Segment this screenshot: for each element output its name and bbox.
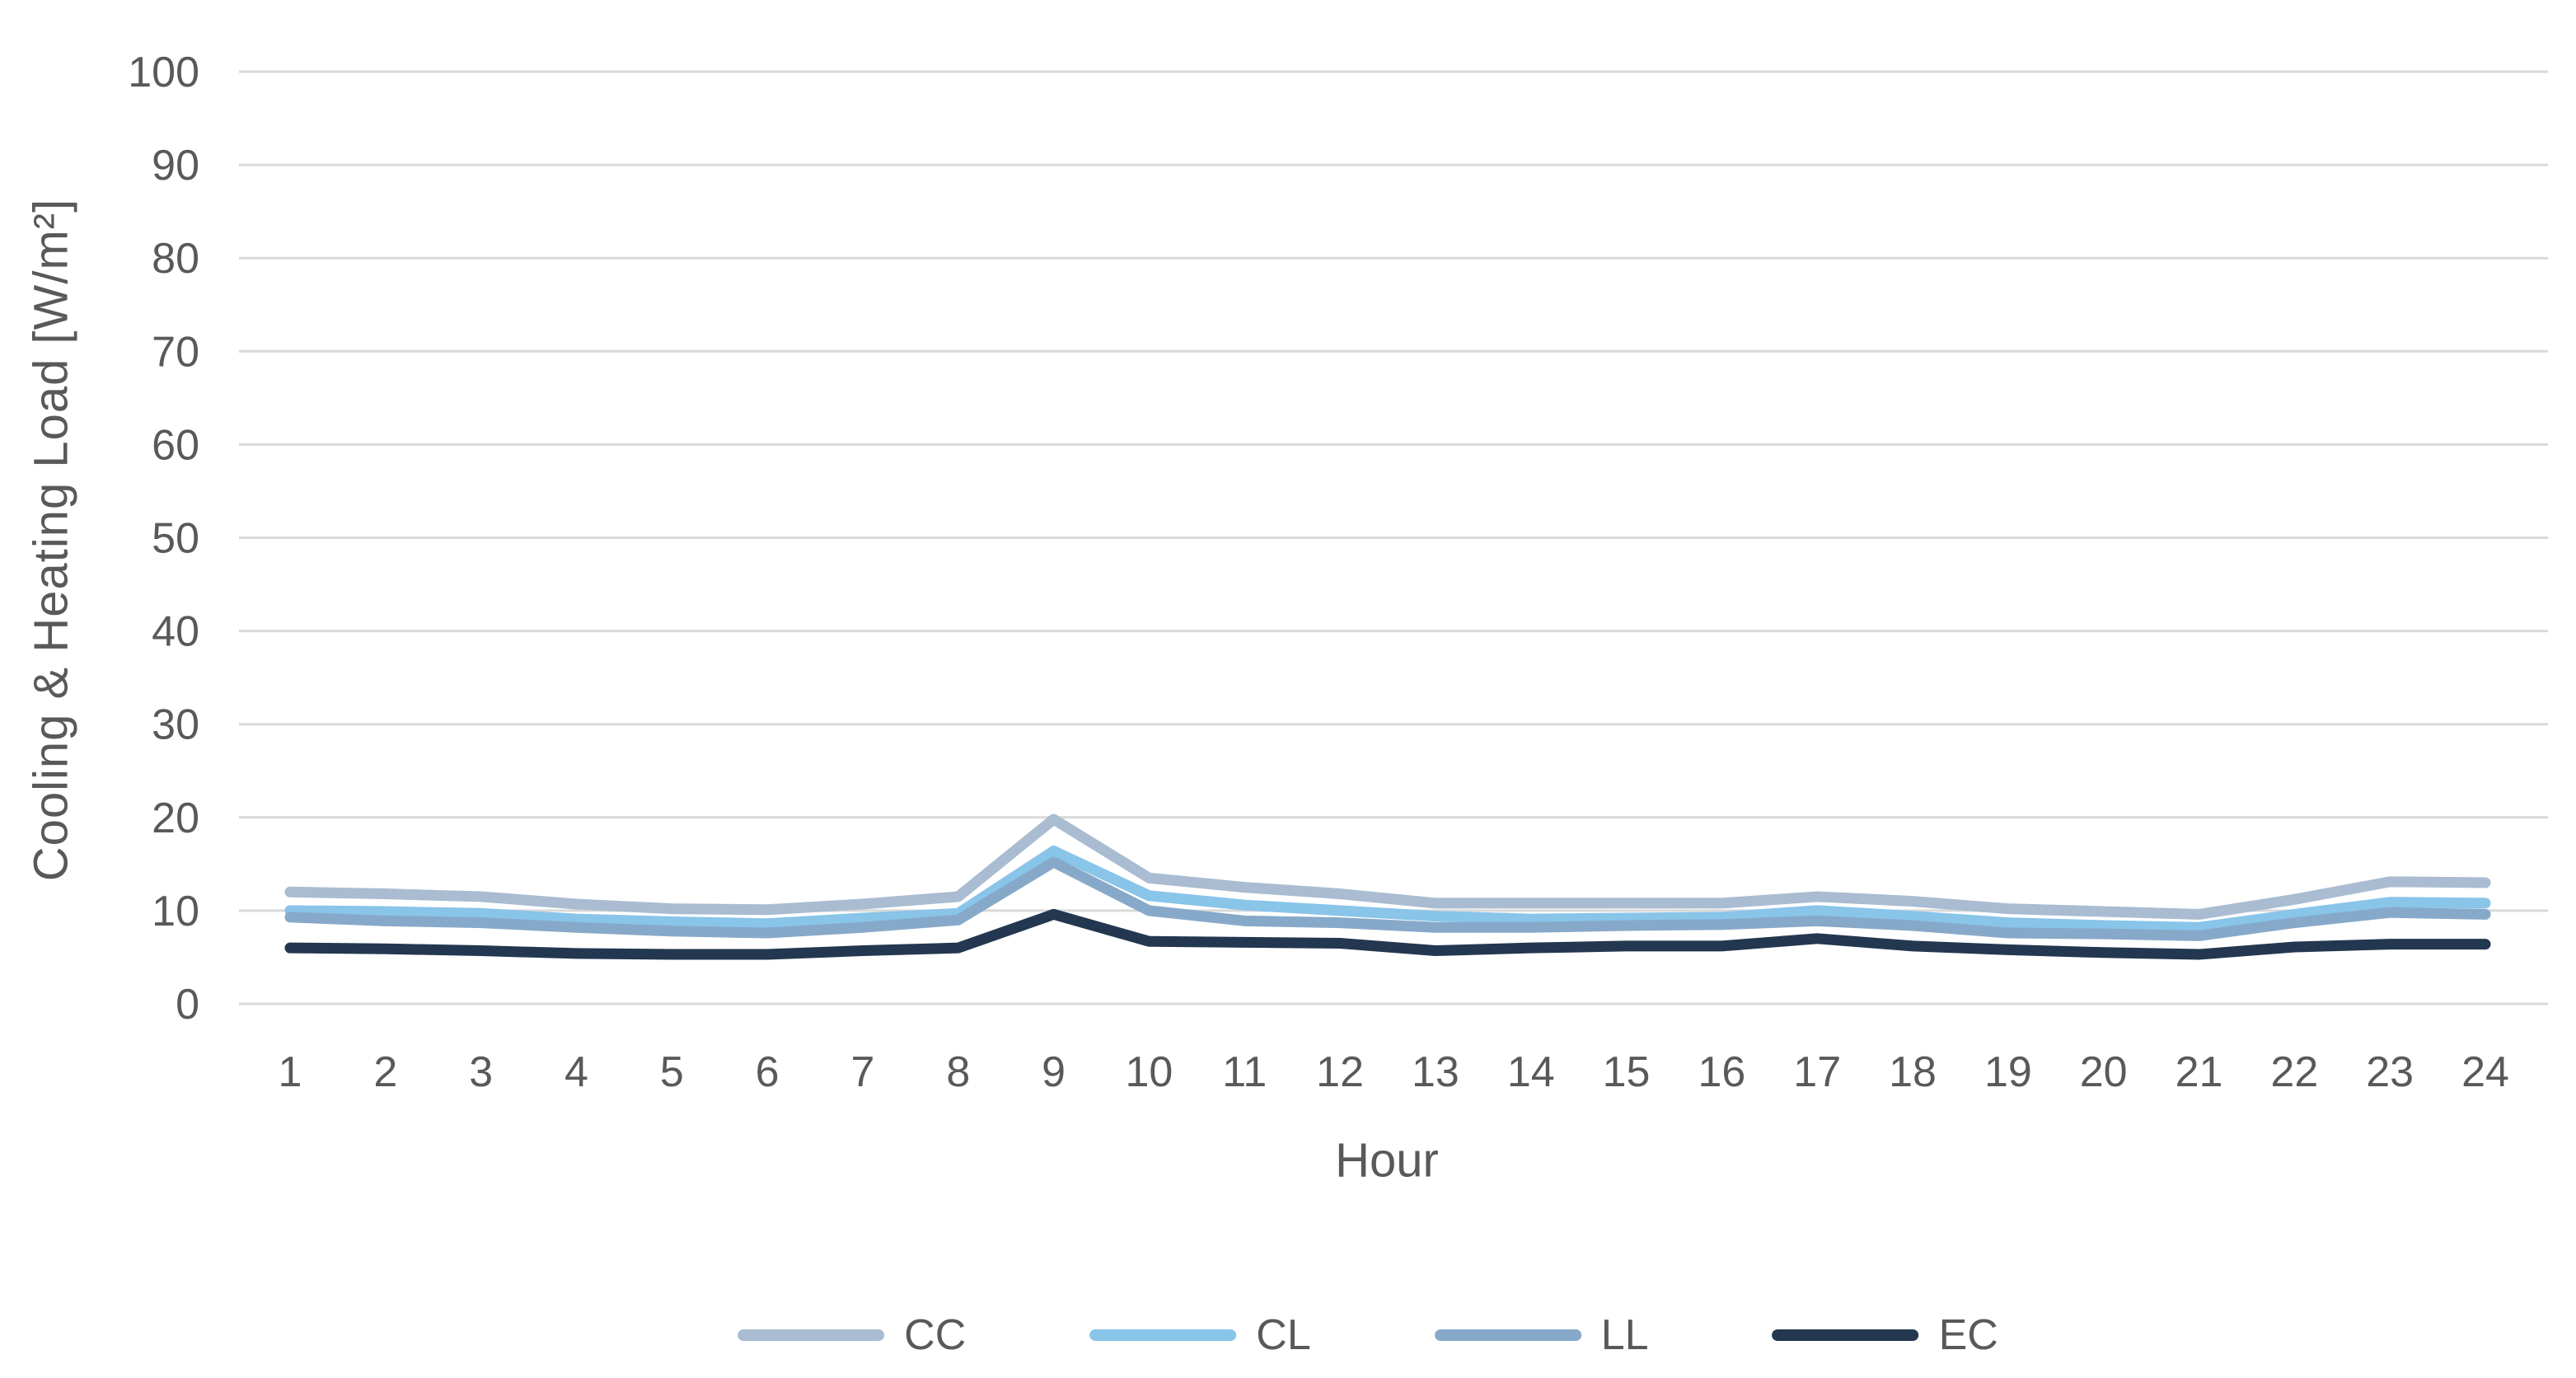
x-tick-label: 18	[1889, 1048, 1937, 1096]
legend-swatch-ll	[1434, 1329, 1581, 1341]
x-tick-label: 20	[2080, 1048, 2128, 1096]
x-tick-label: 9	[1042, 1048, 1066, 1096]
x-axis-title: Hour	[1335, 1133, 1439, 1188]
x-tick-label: 11	[1222, 1048, 1267, 1096]
legend-swatch-cl	[1089, 1329, 1237, 1341]
x-tick-label: 19	[1984, 1048, 2032, 1096]
legend-item-ll: LL	[1434, 1310, 1649, 1360]
x-tick-label: 15	[1603, 1048, 1651, 1096]
x-tick-label: 21	[2176, 1048, 2223, 1096]
legend-label-ll: LL	[1600, 1311, 1649, 1359]
x-tick-label: 17	[1793, 1048, 1841, 1096]
legend-label-ec: EC	[1938, 1311, 1998, 1359]
series-line-cl	[284, 846, 2491, 933]
x-tick-label: 1	[279, 1048, 302, 1096]
series-line-ec	[284, 908, 2491, 960]
x-tick-label: 6	[756, 1048, 780, 1096]
x-tick-label: 8	[946, 1048, 970, 1096]
x-tick-label: 5	[660, 1048, 684, 1096]
x-tick-label: 4	[564, 1048, 588, 1096]
x-tick-label: 3	[469, 1048, 493, 1096]
legend-label-cl: CL	[1256, 1311, 1311, 1359]
legend-swatch-cc	[738, 1329, 885, 1341]
x-tick-label: 2	[373, 1048, 397, 1096]
x-tick-label: 24	[2461, 1048, 2509, 1096]
y-tick-label: 60	[152, 421, 199, 469]
y-tick-label: 80	[152, 235, 199, 283]
y-tick-label: 40	[152, 608, 199, 656]
series-line-ll	[284, 856, 2491, 941]
x-tick-label: 7	[850, 1048, 874, 1096]
series-line-cc	[284, 813, 2491, 920]
x-tick-label: 14	[1507, 1048, 1555, 1096]
legend-label-cc: CC	[904, 1311, 967, 1359]
legend: CC CL LL EC	[738, 1310, 1998, 1360]
x-tick-label: 16	[1698, 1048, 1745, 1096]
x-tick-label: 10	[1126, 1048, 1173, 1096]
y-tick-label: 30	[152, 701, 199, 749]
y-tick-label: 20	[152, 794, 199, 842]
y-axis-title: Cooling & Heating Load [W/m²]	[24, 198, 78, 882]
legend-item-cc: CC	[738, 1310, 966, 1360]
y-tick-label: 90	[152, 142, 199, 190]
x-tick-label: 13	[1412, 1048, 1459, 1096]
legend-item-cl: CL	[1089, 1310, 1311, 1360]
legend-swatch-ec	[1772, 1329, 1919, 1341]
x-tick-label: 23	[2366, 1048, 2414, 1096]
y-tick-label: 70	[152, 328, 199, 376]
legend-item-ec: EC	[1772, 1310, 1998, 1360]
y-tick-label: 100	[128, 49, 199, 96]
y-tick-label: 0	[176, 981, 199, 1029]
x-tick-label: 22	[2270, 1048, 2318, 1096]
x-tick-label: 12	[1316, 1048, 1364, 1096]
y-tick-label: 50	[152, 515, 199, 563]
y-tick-label: 10	[152, 888, 199, 935]
